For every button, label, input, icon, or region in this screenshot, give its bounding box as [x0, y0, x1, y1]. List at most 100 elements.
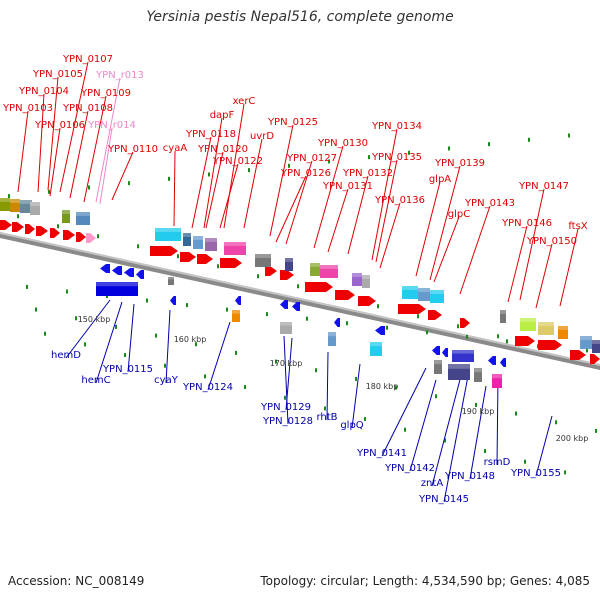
scale-tick [328, 159, 330, 164]
gene-label-hemd: hemD [51, 350, 81, 361]
scale-tick [457, 324, 459, 329]
gene-label-ypn-r014: YPN_r014 [87, 120, 136, 131]
reverse-gene-arrow [124, 268, 134, 277]
forward-gene-arrow [428, 310, 442, 320]
gene-label-ypn-0127: YPN_0127 [286, 153, 337, 164]
gene-label-uvrd: uvrD [250, 131, 274, 142]
gene-feature-shine [30, 202, 40, 206]
gene-feature-box [362, 275, 370, 288]
gene-feature-box [310, 263, 320, 276]
scale-tick [444, 438, 446, 443]
reverse-gene-arrow [235, 296, 241, 305]
gene-feature-shine [402, 286, 418, 290]
forward-gene-arrow [570, 350, 586, 360]
leader-line [519, 188, 545, 301]
leader-line [285, 337, 293, 411]
gene-feature-shine [232, 310, 240, 314]
gene-label-ypn-0146: YPN_0146 [501, 218, 552, 229]
gene-feature-shine [520, 318, 536, 322]
gene-feature-box [183, 233, 191, 246]
genome-summary-text: Topology: circular; Length: 4,534,590 bp… [260, 574, 590, 588]
leader-line [429, 165, 461, 281]
scale-tick [524, 459, 526, 464]
forward-gene-arrow [398, 304, 426, 314]
gene-label-ypn-0148: YPN_0148 [444, 471, 495, 482]
forward-gene-arrow [0, 220, 12, 230]
forward-gene-arrow [220, 258, 242, 268]
reverse-gene-arrow [170, 296, 176, 305]
scale-tick [484, 449, 486, 454]
scale-tick [44, 331, 46, 336]
gene-label-hemc: hemC [81, 375, 110, 386]
forward-gene-arrow [25, 224, 35, 234]
gene-label-ypn-0118: YPN_0118 [185, 129, 236, 140]
gene-feature-box [168, 277, 174, 285]
gene-label-xerc: xerC [233, 96, 256, 107]
scale-tick [586, 348, 588, 353]
gene-label-ypn-0142: YPN_0142 [384, 463, 435, 474]
gene-label-ypn-0115: YPN_0115 [102, 364, 153, 375]
scale-tick [146, 298, 148, 303]
scale-tick [88, 185, 90, 190]
gene-label-ypn-0125: YPN_0125 [267, 117, 318, 128]
gene-feature-box [448, 364, 470, 380]
gene-feature-shine [205, 238, 217, 242]
scale-tick [315, 368, 317, 373]
scale-tick [435, 394, 437, 399]
scale-tick [124, 353, 126, 358]
leader-line [65, 299, 111, 359]
gene-feature-shine [10, 199, 20, 203]
scale-tick [26, 284, 28, 289]
gene-feature-shine [20, 200, 32, 204]
leader-line [191, 136, 212, 229]
scale-tick [35, 307, 37, 312]
gene-label-ypn-0126: YPN_0126 [280, 168, 331, 179]
gene-feature-box [418, 288, 430, 301]
gene-feature-box [224, 242, 246, 255]
leader-line [203, 117, 223, 229]
gene-label-ypn-0106: YPN_0106 [34, 120, 85, 131]
gene-feature-shine [434, 360, 442, 365]
leader-line [275, 175, 307, 243]
leader-line [381, 367, 427, 457]
scale-tick [528, 137, 530, 142]
leader-line [219, 163, 239, 229]
scale-tick [284, 395, 286, 400]
leader-line [205, 151, 224, 229]
leader-line [443, 375, 469, 503]
scale-tick [497, 334, 499, 339]
gene-feature-box [0, 198, 10, 211]
gene-label-glpq: glpQ [340, 420, 363, 431]
scale-tick [466, 334, 468, 339]
leader-line [535, 243, 553, 309]
gene-label-glpc: glpC [448, 209, 470, 220]
scale-tick [395, 385, 397, 390]
scale-tick [324, 406, 326, 411]
gene-feature-box [255, 254, 271, 267]
scale-tick [186, 303, 188, 308]
forward-gene-arrow [538, 340, 562, 350]
gene-feature-shine [362, 275, 370, 279]
gene-feature-shine [0, 198, 10, 202]
leader-line [535, 415, 553, 477]
gene-feature-shine [183, 233, 191, 237]
gene-feature-shine [500, 310, 506, 314]
gene-label-ypn-r013: YPN_r013 [95, 70, 144, 81]
gene-feature-box [30, 202, 40, 215]
scale-tick [426, 330, 428, 335]
forward-gene-arrow [265, 266, 277, 276]
gene-feature-shine [370, 342, 382, 347]
gene-label-ypn-0150: YPN_0150 [526, 236, 577, 247]
gene-feature-box [474, 368, 482, 382]
leader-line [127, 303, 135, 373]
forward-gene-arrow [280, 270, 294, 280]
scale-tick [17, 214, 19, 219]
scale-label-170-kbp: 170 kbp [270, 359, 303, 368]
scale-tick [75, 316, 77, 321]
gene-label-ypn-0120: YPN_0120 [197, 144, 248, 155]
forward-gene-arrow [460, 318, 470, 328]
leader-line [313, 145, 344, 249]
map-title: Yersinia pestis Nepal516, complete genom… [146, 9, 454, 25]
scale-tick [257, 274, 259, 279]
scale-tick [48, 189, 50, 194]
